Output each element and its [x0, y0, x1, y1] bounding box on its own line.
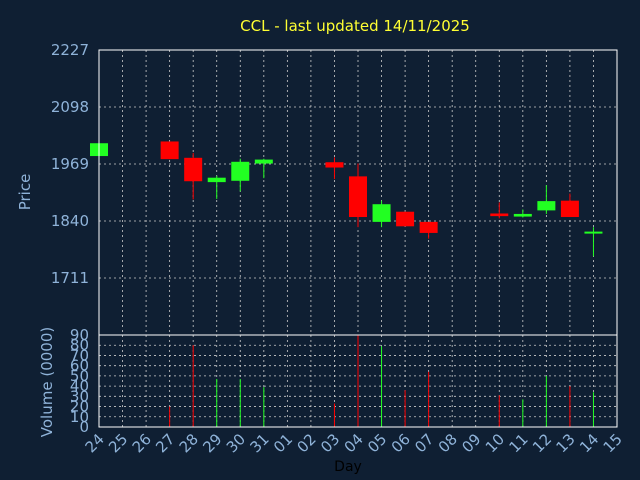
x-tick-label: 10	[482, 430, 508, 456]
volume-y-tick-label: 0	[79, 418, 89, 436]
price-panel: 2227 2098 1969 1840 1711 Price	[16, 41, 618, 336]
candle-body	[372, 204, 391, 222]
x-tick-label: 07	[411, 430, 437, 456]
x-tick-label: 08	[435, 430, 461, 456]
x-tick-label: 02	[294, 430, 320, 456]
x-tick-labels: 2425262728293031010203040506070809101112…	[82, 430, 626, 456]
x-tick-label: 30	[223, 430, 249, 456]
x-tick-label: 14	[576, 430, 602, 456]
candle-body	[207, 177, 226, 183]
price-candles	[90, 141, 603, 257]
price-y-tick-label: 2098	[51, 98, 89, 116]
x-tick-label: 13	[553, 430, 579, 456]
price-y-tick-label: 1711	[51, 269, 89, 287]
chart-title: CCL - last updated 14/11/2025	[240, 17, 470, 35]
price-y-tick-label: 1969	[51, 155, 89, 173]
candle-body	[396, 211, 415, 227]
price-axis-label: Price	[16, 174, 34, 211]
volume-y-tick-label: 10	[70, 408, 89, 426]
price-y-tick-label: 2227	[51, 41, 89, 59]
candle-body	[231, 161, 250, 181]
x-tick-label: 05	[364, 430, 390, 456]
candle-body	[325, 162, 344, 168]
x-tick-label: 06	[388, 430, 414, 456]
volume-plot-frame	[98, 334, 618, 428]
volume-axis-label: Volume (0000)	[38, 327, 56, 437]
volume-y-tick-label: 50	[70, 367, 89, 385]
x-tick-label: 04	[341, 430, 367, 456]
x-tick-label: 15	[600, 430, 626, 456]
candle-body	[254, 159, 273, 164]
candle-body	[160, 141, 179, 160]
candle-body	[184, 157, 203, 182]
volume-y-tick-label: 90	[70, 326, 89, 344]
volume-y-tick-label: 40	[70, 377, 89, 395]
x-tick-label: 03	[317, 430, 343, 456]
x-tick-label: 29	[199, 430, 225, 456]
candle-body	[560, 200, 579, 218]
x-tick-label: 09	[458, 430, 484, 456]
volume-y-tick-label: 60	[70, 357, 89, 375]
candle-body	[537, 201, 556, 211]
x-axis-label: Day	[334, 459, 362, 475]
x-tick-label: 27	[152, 430, 178, 456]
x-tick-label: 26	[129, 430, 155, 456]
x-tick-label: 01	[270, 430, 296, 456]
x-tick-label: 31	[246, 430, 272, 456]
candle-body	[349, 176, 367, 218]
x-tick-label: 28	[176, 430, 202, 456]
volume-y-tick-label: 20	[70, 398, 89, 416]
candle-body	[513, 213, 532, 217]
x-tick-label: 12	[529, 430, 555, 456]
price-y-tick-label: 1840	[51, 212, 89, 230]
price-y-ticks: 2227 2098 1969 1840 1711	[51, 41, 89, 287]
volume-y-tick-label: 70	[70, 346, 89, 364]
volume-y-tick-label: 30	[70, 387, 89, 405]
candle-body	[490, 213, 509, 217]
candle-body	[584, 231, 603, 234]
x-tick-label: 25	[105, 430, 131, 456]
x-tick-label: 11	[505, 430, 531, 456]
volume-y-tick-label: 80	[70, 336, 89, 354]
volume-bars	[169, 335, 594, 427]
candle-body	[419, 221, 438, 233]
